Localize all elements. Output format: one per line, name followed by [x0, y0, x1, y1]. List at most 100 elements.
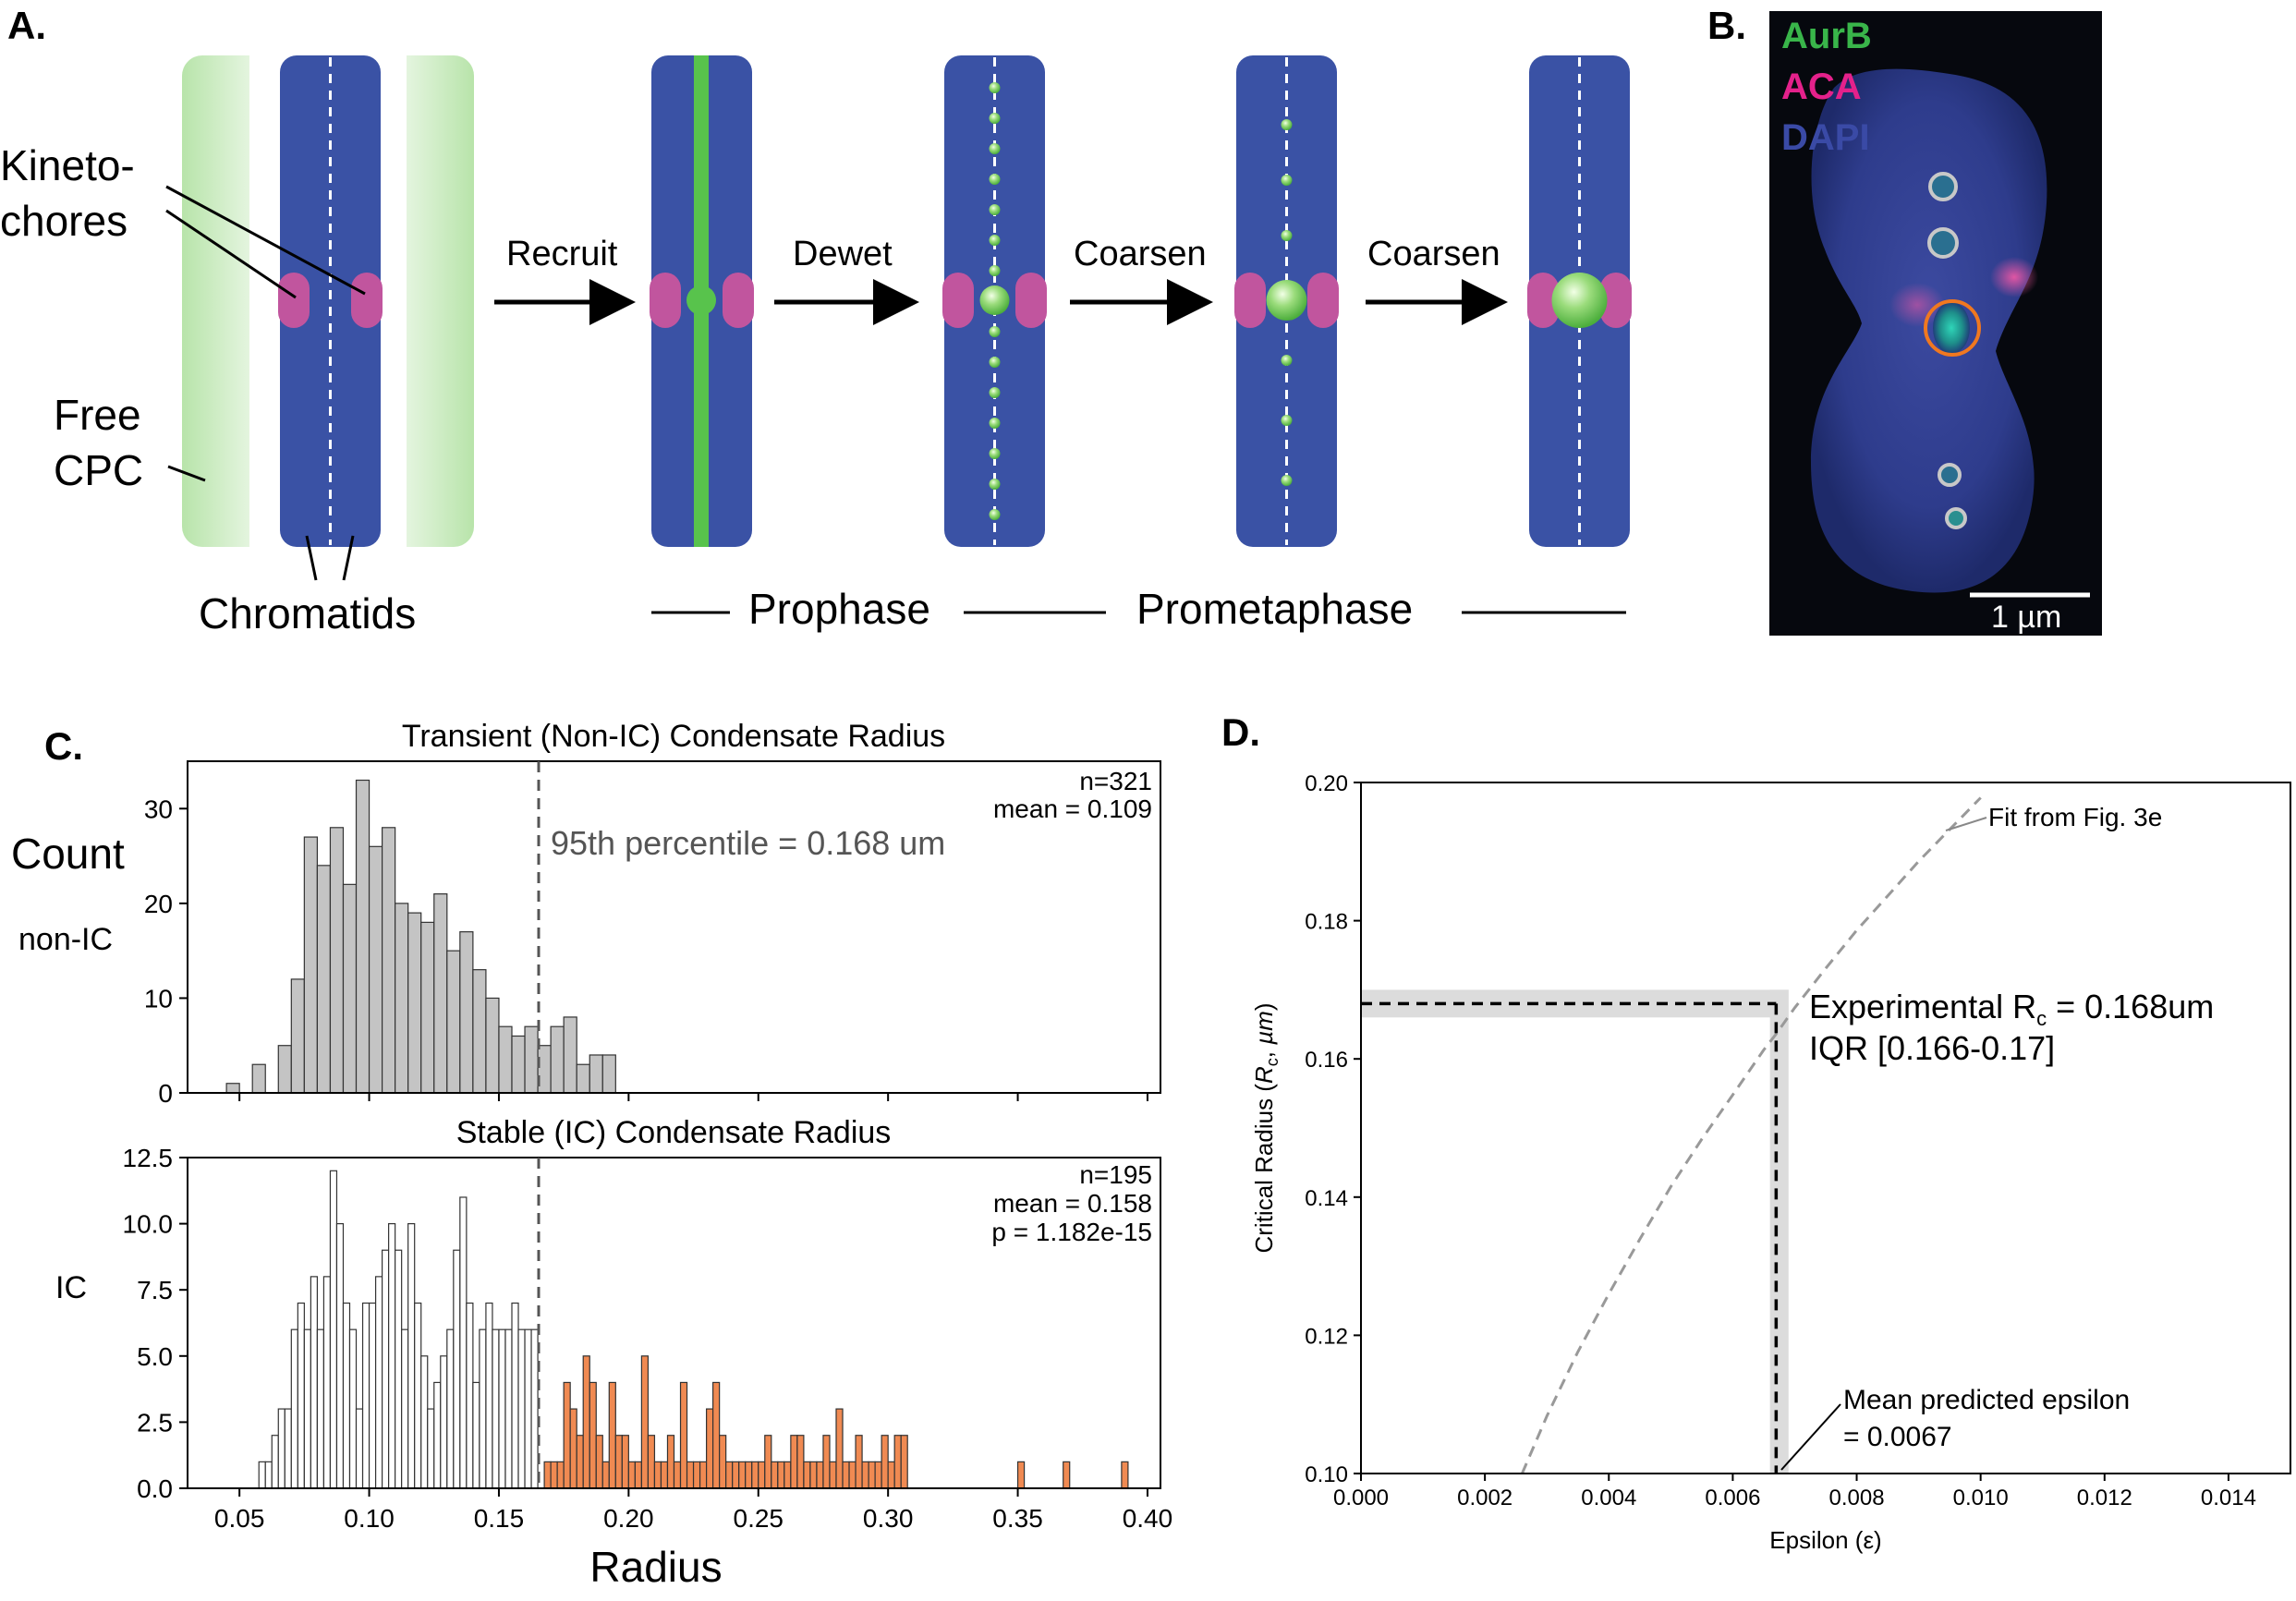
hist-top-stat-n: n=321: [1079, 767, 1152, 795]
chromatid-pointer-right: [342, 535, 355, 581]
panel-c: C. Count non-IC IC Transient (Non-IC) Co…: [11, 719, 1172, 1591]
hist-bottom-bar-above: [758, 1461, 766, 1489]
hist-bottom-bar-above: [771, 1461, 779, 1489]
hist-bottom-bar-above: [576, 1435, 584, 1489]
hist-bottom-bar-above: [848, 1461, 856, 1489]
ic-condensate-ring: [1924, 299, 1981, 357]
hist-bottom-bar-above: [829, 1461, 837, 1489]
x-tick-label: 0.004: [1581, 1486, 1636, 1510]
hist-bottom-bar-above: [881, 1435, 889, 1489]
hist-bottom-bar-above: [634, 1461, 643, 1489]
annotation-iqr: IQR [0.166-0.17]: [1809, 1029, 2055, 1067]
cpc-microdroplet: [989, 326, 1001, 337]
y-tick-label: 0.0: [137, 1474, 173, 1503]
annotation-experimental-rc: Experimental Rc = 0.168um: [1809, 988, 2214, 1030]
legend-aca: ACA: [1781, 67, 1862, 107]
hist-bottom-bar-above: [647, 1435, 656, 1489]
hist-top-bar: [563, 1016, 577, 1094]
hist-bottom-bar-above: [614, 1435, 623, 1489]
hist-bottom-bar-above: [842, 1461, 850, 1489]
hist-top-stat-mean: mean = 0.109: [993, 794, 1152, 823]
cpc-microdroplet: [1281, 355, 1293, 366]
hist-bottom-bar-below: [284, 1408, 292, 1489]
step-label-recruit: Recruit: [506, 235, 618, 273]
hist-top-bar: [395, 903, 409, 1094]
step-arrow-coarsen-1: Coarsen: [1070, 235, 1213, 325]
cpc-microdroplet: [1281, 415, 1293, 426]
hist-bottom-bar-above: [543, 1461, 552, 1489]
hist-bottom-bar-above: [732, 1461, 740, 1489]
chromosome-initial: [280, 55, 381, 547]
y-tick-label: 7.5: [137, 1276, 173, 1304]
plot-d-xlabel: Epsilon (ε): [1769, 1526, 1881, 1554]
cpc-droplet: [979, 285, 1010, 315]
hist-bottom-bar-above: [803, 1461, 811, 1489]
x-tick-label: 0.010: [1953, 1486, 2009, 1510]
hist-top-bar: [576, 1063, 590, 1094]
cpc-microdroplet: [1281, 175, 1293, 186]
non-ic-condensate-ring: [1938, 463, 1962, 487]
hist-bottom-bar-above: [621, 1435, 629, 1489]
step-arrow-dewet: Dewet: [774, 235, 919, 325]
hist-bottom-bar-above: [595, 1435, 603, 1489]
hist-top-bar: [329, 827, 345, 1094]
chromosome-dewet: [942, 55, 1047, 547]
y-tick-label: 0.16: [1305, 1048, 1348, 1073]
hist-bottom-bar-above: [1016, 1461, 1026, 1489]
dewet-droplets: [989, 82, 1001, 520]
panel-b: B. AurB ACA DAPI 1 µm: [1707, 4, 2102, 636]
mean-epsilon-pointer: [1780, 1403, 1841, 1471]
panel-d: D. 0.000 0.002 0.004 0.006 0.008 0.010 0.012 0.…: [1221, 710, 2291, 1554]
label-chromatids: Chromatids: [199, 589, 416, 637]
hist-top-bar: [290, 978, 305, 1094]
hist-bottom-bar-below: [335, 1222, 345, 1489]
critical-radius-plot: 0.000 0.002 0.004 0.006 0.008 0.010 0.012 0.014…: [1305, 771, 2256, 1510]
hist-bottom-bar-above: [1063, 1461, 1071, 1489]
free-cpc-pointer: [167, 465, 206, 482]
x-tick-label: 0.15: [474, 1504, 525, 1533]
hist-top-bar: [485, 997, 500, 1094]
fit-label: Fit from Fig. 3e: [1988, 803, 2162, 831]
hist-bottom-axes: 0.0 2.5 5.0 7.5 10.0 12.5 0.05 0.10 0.15 0.20 0.25…: [123, 1144, 1173, 1533]
hist-bottom-bar-below: [504, 1328, 513, 1489]
hist-bottom-bar-above: [666, 1435, 675, 1489]
hist-bottom-bar-below: [342, 1302, 351, 1489]
hist-bottom-bar-above: [569, 1408, 577, 1489]
row-label-ic: IC: [55, 1270, 87, 1305]
hist-bottom-bar-above: [796, 1435, 805, 1489]
hist-bottom-bar-below: [511, 1302, 519, 1489]
x-tick-label: 0.006: [1705, 1486, 1760, 1510]
hist-bottom-bar-below: [368, 1302, 377, 1489]
hist-bottom-bar-below: [258, 1461, 266, 1489]
y-tick-label: 0.20: [1305, 771, 1348, 796]
hist-bottom-bar-above: [550, 1461, 558, 1489]
chromatid-pointer-left: [305, 535, 318, 581]
coarsen-droplets: [1281, 119, 1293, 486]
non-ic-condensate-ring: [1945, 507, 1967, 529]
hist-bottom-bar-above: [868, 1461, 876, 1489]
chromosome-coarsen-2: [1527, 55, 1632, 547]
kinetochore-pointer-2: [165, 209, 297, 299]
step-arrow-coarsen-2: Coarsen: [1366, 235, 1508, 325]
hist-top-bar: [601, 1054, 616, 1094]
hist-bottom-bar-below: [303, 1328, 311, 1489]
hist-bottom-bar-above: [640, 1355, 650, 1489]
hist-top-bar: [277, 1045, 292, 1094]
hist-bottom-bar-above: [725, 1461, 734, 1489]
count-label: Count: [11, 830, 125, 878]
hist-bottom-stat-p: p = 1.182e-15: [991, 1218, 1152, 1246]
hist-bottom-bar-above: [1121, 1461, 1129, 1489]
hist-bottom-bar-below: [420, 1355, 429, 1489]
hist-top-bar: [368, 845, 383, 1094]
hist-bottom-bar-above: [705, 1408, 714, 1489]
hist-top-bar: [459, 931, 474, 1094]
hist-top-bar: [407, 912, 422, 1094]
hist-bottom-bar-below: [310, 1276, 319, 1489]
hist-bottom-stat-n: n=195: [1079, 1160, 1152, 1189]
hist-bottom-bar-above: [745, 1461, 753, 1489]
hist-bottom-bar-below: [297, 1302, 305, 1489]
cpc-microdroplet: [989, 509, 1001, 520]
cpc-microdroplet: [989, 479, 1001, 490]
step-label-dewet: Dewet: [793, 235, 893, 273]
